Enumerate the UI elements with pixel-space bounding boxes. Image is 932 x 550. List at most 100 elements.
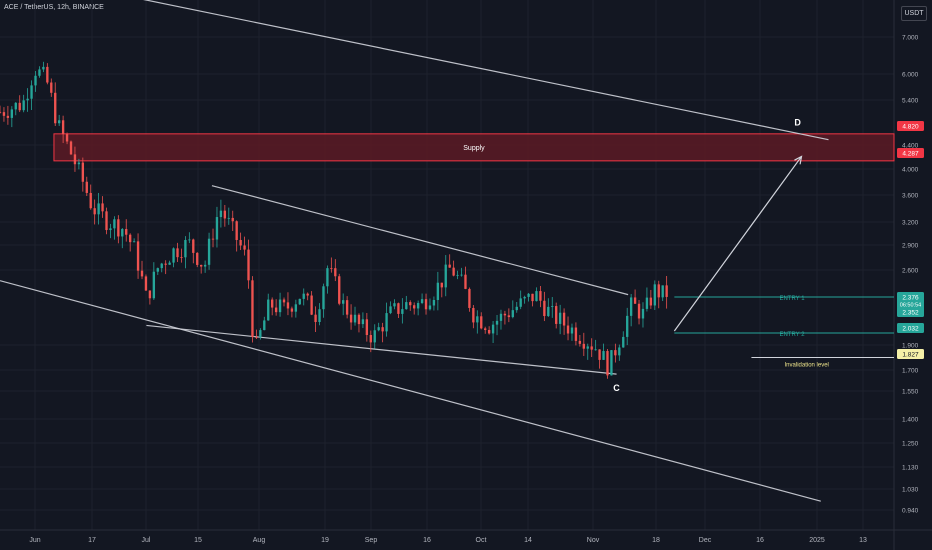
candle-body: [480, 316, 483, 329]
candle-body: [637, 303, 641, 319]
candle-body: [65, 134, 69, 142]
candle-body: [184, 239, 187, 258]
supply-zone: [53, 133, 895, 162]
price-label: 2.352: [902, 309, 919, 316]
y-tick-label: 2.900: [902, 243, 919, 250]
candle-body: [657, 284, 660, 298]
x-tick-label: 17: [88, 537, 96, 544]
candle-body: [188, 239, 191, 241]
candle-body: [2, 112, 6, 116]
y-tick-label: 4.400: [902, 143, 919, 150]
candle-body: [515, 306, 518, 311]
candle-body: [570, 327, 574, 334]
candle-body: [558, 312, 562, 324]
candle-body: [322, 286, 325, 310]
x-tick-label: Dec: [699, 537, 712, 544]
y-tick-label: 3.600: [902, 193, 919, 200]
candle-body: [626, 315, 629, 337]
candle-body: [614, 350, 617, 356]
candle-body: [472, 307, 475, 323]
candle-body: [22, 100, 25, 111]
candle-body: [523, 296, 526, 299]
candle-body: [274, 307, 278, 313]
candle-body: [207, 238, 211, 265]
candle-body: [318, 309, 321, 323]
countdown-label: 06:50:54: [900, 303, 921, 309]
candle-body: [26, 98, 29, 101]
entry-label: ENTRY 1: [779, 296, 805, 302]
candle-body: [294, 304, 298, 312]
entry-label: ENTRY 2: [779, 332, 805, 338]
candle-body: [586, 346, 589, 349]
candle-body: [192, 239, 195, 253]
candle-body: [661, 285, 664, 298]
candle-body: [511, 310, 514, 318]
candle-body: [460, 274, 463, 276]
candle-body: [330, 268, 333, 269]
x-tick-label: Aug: [253, 537, 266, 544]
candle-body: [606, 351, 609, 376]
candle-body: [428, 305, 432, 310]
candle-body: [531, 293, 534, 302]
candle-body: [349, 314, 353, 323]
candle-body: [128, 234, 132, 243]
x-tick-label: 15: [194, 537, 202, 544]
candle-body: [361, 319, 365, 325]
candle-body: [397, 303, 400, 314]
candle-body: [152, 271, 156, 299]
candle-body: [665, 285, 668, 297]
candle-body: [290, 308, 294, 312]
price-label-bg: [897, 323, 924, 333]
price-label: 4.820: [902, 123, 919, 130]
candle-body: [0, 111, 2, 113]
y-tick-label: 5.400: [902, 98, 919, 105]
candle-body: [298, 298, 301, 305]
x-tick-label: 19: [321, 537, 329, 544]
candle-body: [97, 203, 100, 215]
candle-body: [61, 120, 65, 135]
candle-body: [73, 154, 77, 165]
x-tick-label: 16: [423, 537, 431, 544]
candle-body: [176, 248, 179, 258]
y-tick-label: 6.000: [902, 72, 919, 79]
point-label-c: C: [613, 383, 620, 393]
candle-body: [381, 327, 384, 332]
candle-body: [365, 319, 369, 335]
candle-body: [85, 181, 88, 193]
candle-body: [77, 162, 81, 165]
candle-body: [125, 229, 128, 235]
candle-body: [168, 262, 171, 265]
currency-button[interactable]: USDT: [901, 6, 927, 21]
candle-body: [641, 308, 645, 319]
y-tick-label: 1.030: [902, 487, 919, 494]
candle-body: [109, 228, 112, 231]
y-tick-label: 2.600: [902, 268, 919, 275]
candle-body: [432, 299, 436, 306]
price-label-bg: [897, 349, 924, 359]
candle-body: [314, 314, 317, 323]
candle-body: [436, 282, 440, 300]
candle-body: [578, 340, 582, 344]
candle-body: [393, 303, 396, 307]
candle-body: [389, 306, 392, 314]
candle-body: [81, 162, 85, 182]
candle-body: [547, 306, 550, 317]
trendline: [211, 185, 629, 296]
candle-body: [440, 282, 443, 288]
candle-body: [271, 299, 274, 308]
candle-body: [495, 320, 499, 325]
candle-body: [239, 240, 242, 246]
candle-body: [373, 330, 376, 343]
candle-body: [247, 249, 250, 281]
candle-body: [267, 299, 270, 321]
candle-body: [132, 241, 136, 243]
candle-body: [10, 109, 14, 118]
candle-body: [499, 313, 503, 321]
candle-body: [57, 120, 61, 124]
trendline: [143, 0, 829, 141]
candle-body: [113, 219, 116, 229]
candle-body: [503, 313, 507, 316]
candle-body: [203, 264, 207, 267]
